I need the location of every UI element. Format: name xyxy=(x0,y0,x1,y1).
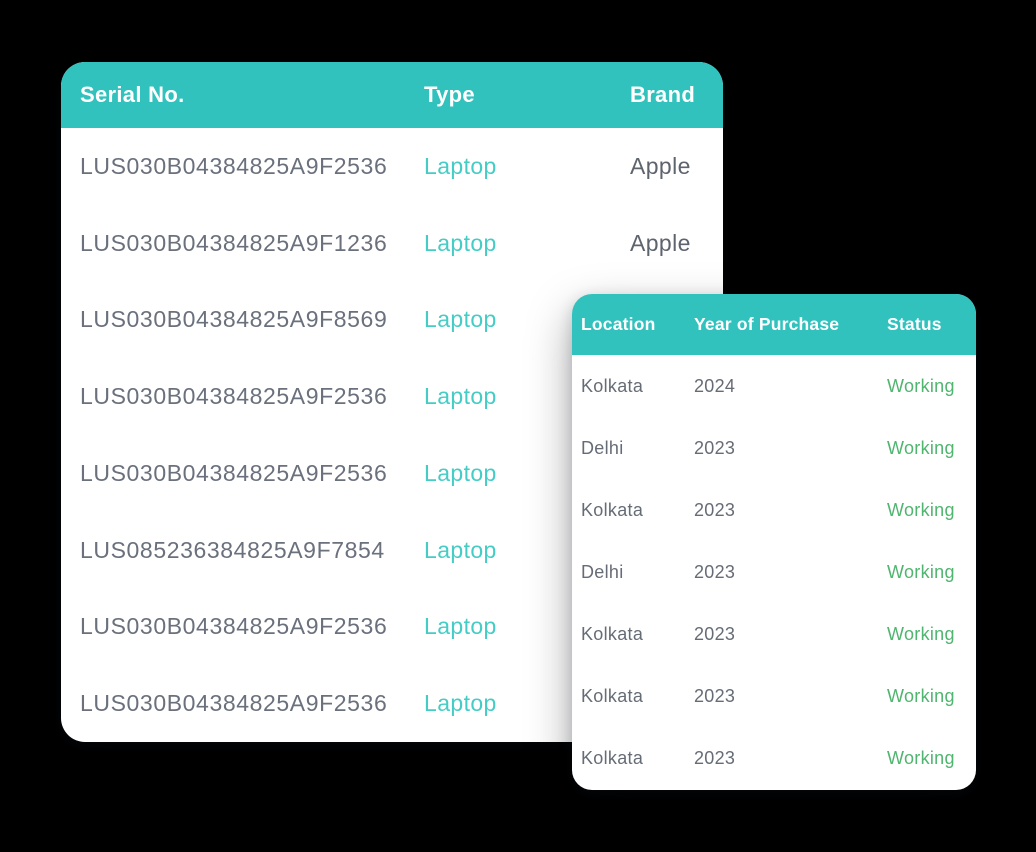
table-row: LUS030B04384825A9F8569 Laptop xyxy=(61,282,723,359)
column-header-type: Type xyxy=(424,82,475,107)
cell-location: Delhi xyxy=(581,437,624,458)
assets-table-body: LUS030B04384825A9F2536 Laptop Apple LUS030B… xyxy=(61,128,723,742)
cell-brand: Apple xyxy=(630,152,691,179)
cell-location: Kolkata xyxy=(581,748,644,769)
table-row: Delhi 2023 Working xyxy=(572,541,976,603)
location-status-table-header: Location Year of Purchase Status xyxy=(572,294,976,355)
cell-serial-no: LUS030B04384825A9F2536 xyxy=(80,383,388,410)
column-header-serial-no: Serial No. xyxy=(80,82,185,107)
cell-location: Kolkata xyxy=(581,686,644,707)
assets-table-header: Serial No. Type Brand xyxy=(61,62,723,128)
cell-type: Laptop xyxy=(424,152,497,179)
cell-type: Laptop xyxy=(424,613,497,640)
cell-year-of-purchase: 2023 xyxy=(694,686,736,707)
table-row: LUS030B04384825A9F2536 Laptop xyxy=(61,435,723,512)
table-row: Kolkata 2024 Working xyxy=(572,355,976,417)
table-row: Kolkata 2023 Working xyxy=(572,728,976,790)
column-header-year-of-purchase: Year of Purchase xyxy=(694,314,840,334)
table-row: LUS030B04384825A9F1236 Laptop Apple xyxy=(61,205,723,282)
cell-serial-no: LUS030B04384825A9F8569 xyxy=(80,306,388,333)
cell-serial-no: LUS030B04384825A9F2536 xyxy=(80,690,388,717)
cell-year-of-purchase: 2023 xyxy=(694,437,736,458)
cell-location: Kolkata xyxy=(581,499,644,520)
table-row: Kolkata 2023 Working xyxy=(572,604,976,666)
cell-type: Laptop xyxy=(424,229,497,256)
cell-year-of-purchase: 2023 xyxy=(694,499,736,520)
location-status-table-body: Kolkata 2024 Working Delhi 2023 Working Kolkat… xyxy=(572,355,976,790)
cell-type: Laptop xyxy=(424,459,497,486)
table-row: Kolkata 2023 Working xyxy=(572,479,976,541)
column-header-status: Status xyxy=(887,314,942,334)
column-header-brand: Brand xyxy=(630,82,696,107)
cell-status: Working xyxy=(887,748,955,769)
cell-year-of-purchase: 2024 xyxy=(694,375,736,396)
table-row: Kolkata 2023 Working xyxy=(572,666,976,728)
cell-status: Working xyxy=(887,686,955,707)
location-status-table-card: Location Year of Purchase Status Kolkata… xyxy=(572,294,976,790)
column-header-location: Location xyxy=(581,314,656,334)
cell-serial-no: LUS085236384825A9F7854 xyxy=(80,536,385,563)
cell-type: Laptop xyxy=(424,536,497,563)
table-row: LUS030B04384825A9F2536 Laptop xyxy=(61,589,723,666)
cell-year-of-purchase: 2023 xyxy=(694,748,736,769)
cell-year-of-purchase: 2023 xyxy=(694,624,736,645)
cell-serial-no: LUS030B04384825A9F2536 xyxy=(80,459,388,486)
cell-serial-no: LUS030B04384825A9F2536 xyxy=(80,613,388,640)
cell-type: Laptop xyxy=(424,306,497,333)
cell-serial-no: LUS030B04384825A9F1236 xyxy=(80,229,388,256)
table-row: LUS030B04384825A9F2536 Laptop Apple xyxy=(61,128,723,205)
cell-type: Laptop xyxy=(424,383,497,410)
cell-status: Working xyxy=(887,375,955,396)
cell-serial-no: LUS030B04384825A9F2536 xyxy=(80,152,388,179)
cell-status: Working xyxy=(887,499,955,520)
cell-status: Working xyxy=(887,561,955,582)
cell-location: Delhi xyxy=(581,561,624,582)
table-row: LUS085236384825A9F7854 Laptop xyxy=(61,512,723,589)
table-row: LUS030B04384825A9F2536 Laptop xyxy=(61,358,723,435)
cell-status: Working xyxy=(887,624,955,645)
cell-brand: Apple xyxy=(630,229,691,256)
cell-status: Working xyxy=(887,437,955,458)
table-row: LUS030B04384825A9F2536 Laptop xyxy=(61,665,723,742)
cell-location: Kolkata xyxy=(581,624,644,645)
cell-location: Kolkata xyxy=(581,375,644,396)
cell-type: Laptop xyxy=(424,690,497,717)
cell-year-of-purchase: 2023 xyxy=(694,561,736,582)
table-row: Delhi 2023 Working xyxy=(572,417,976,479)
